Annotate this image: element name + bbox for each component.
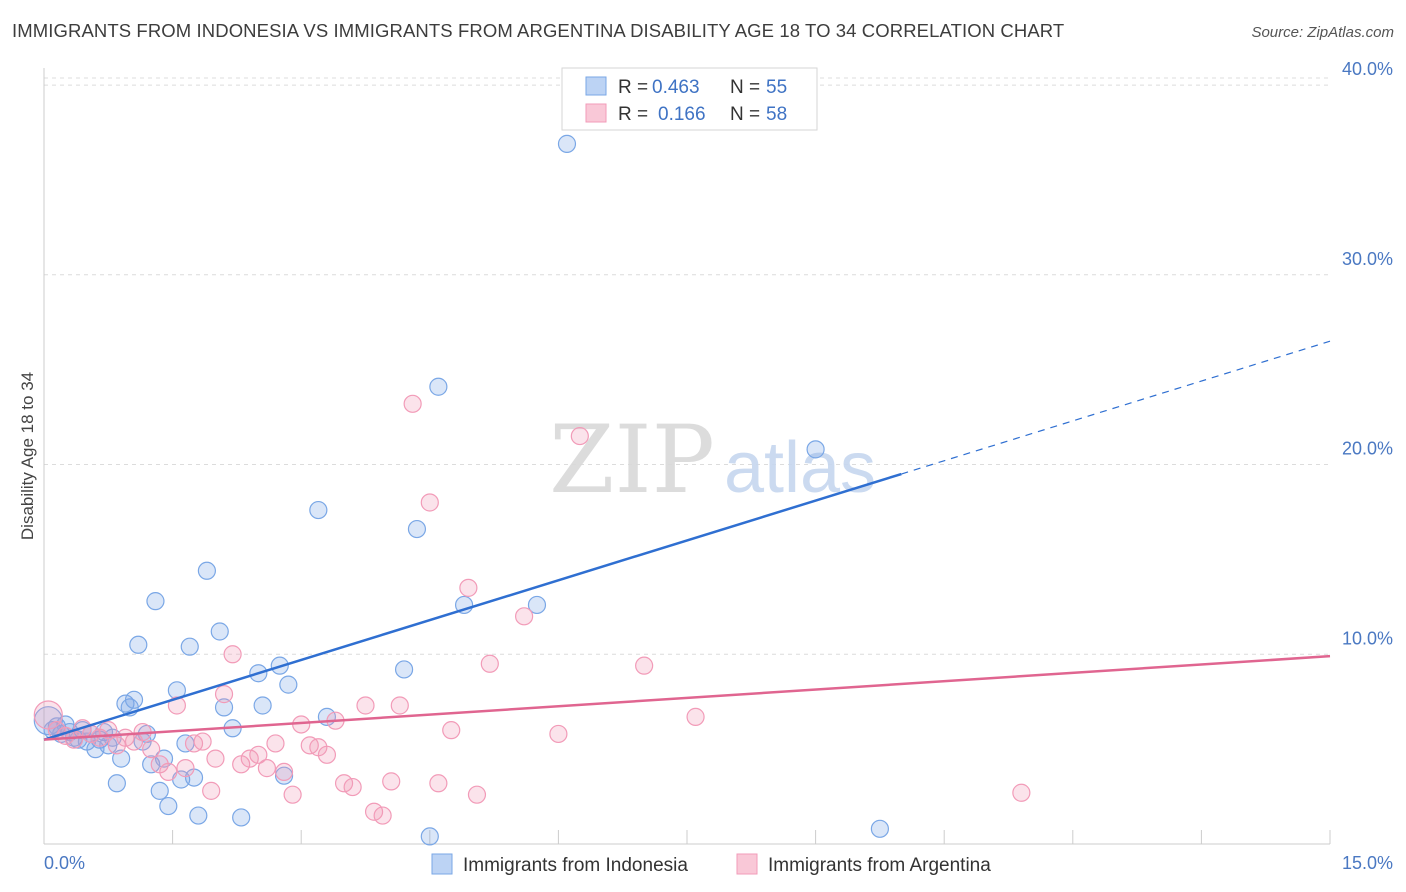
data-point xyxy=(129,635,148,654)
data-point xyxy=(214,685,234,704)
data-point xyxy=(394,660,414,679)
source-label: Source: ZipAtlas.com xyxy=(1251,24,1394,41)
bottom-legend-label-indonesia: Immigrants from Indonesia xyxy=(463,855,688,876)
chart-title: IMMIGRANTS FROM INDONESIA VS IMMIGRANTS … xyxy=(12,20,1065,41)
series-argentina-points xyxy=(33,394,1031,825)
data-point xyxy=(343,777,362,797)
data-point xyxy=(459,578,478,597)
data-point xyxy=(232,808,251,827)
legend-swatch-argentina xyxy=(585,103,607,123)
data-point xyxy=(570,426,589,446)
data-point xyxy=(240,749,259,768)
data-point xyxy=(420,827,439,846)
data-point xyxy=(180,637,199,656)
data-point xyxy=(189,806,208,825)
watermark: ZIP atlas xyxy=(549,406,876,515)
data-point xyxy=(279,675,298,694)
legend-n-label-indonesia: N = xyxy=(730,77,760,98)
data-point xyxy=(142,740,161,759)
data-point xyxy=(193,732,212,751)
y-tick-label: 10.0% xyxy=(1342,628,1393,648)
data-point xyxy=(334,774,354,793)
data-point xyxy=(176,759,195,778)
data-point xyxy=(420,493,439,512)
data-point xyxy=(382,772,401,791)
bottom-legend-swatch-indonesia xyxy=(431,853,453,875)
data-point xyxy=(870,819,890,838)
data-point xyxy=(1012,783,1031,802)
stats-legend: R = 0.463 N = 55 R = 0.166 N = 58 xyxy=(561,67,818,131)
data-point xyxy=(407,519,427,539)
data-point xyxy=(214,698,234,717)
series-legend: Immigrants from Indonesia Immigrants fro… xyxy=(431,853,991,876)
data-point xyxy=(197,561,216,580)
trend-line-indonesia xyxy=(43,472,902,741)
data-point xyxy=(480,654,499,673)
data-point xyxy=(442,721,461,740)
data-point xyxy=(373,806,392,825)
data-point xyxy=(527,595,547,615)
watermark-atlas: atlas xyxy=(724,428,876,508)
data-point xyxy=(283,785,302,804)
y-axis-title: Disability Age 18 to 34 xyxy=(18,372,37,540)
data-point xyxy=(429,377,448,396)
data-point xyxy=(635,656,654,675)
data-point xyxy=(223,645,242,664)
data-point xyxy=(274,762,294,782)
data-point xyxy=(557,134,577,153)
watermark-zip: ZIP xyxy=(549,406,715,515)
x-tick-label-min: 0.0% xyxy=(44,853,85,873)
data-point xyxy=(266,734,285,753)
y-tick-label: 30.0% xyxy=(1342,249,1393,269)
data-point xyxy=(317,745,337,764)
y-tick-label: 20.0% xyxy=(1342,439,1393,459)
data-point xyxy=(515,607,534,626)
data-point xyxy=(253,696,272,715)
data-point xyxy=(364,802,384,821)
data-point xyxy=(403,394,422,413)
data-point xyxy=(429,774,448,793)
data-point xyxy=(549,724,568,744)
bottom-legend-label-argentina: Immigrants from Argentina xyxy=(768,855,991,876)
axes xyxy=(43,68,1330,845)
data-point xyxy=(159,796,178,816)
data-point xyxy=(202,781,221,800)
legend-r-value-argentina: 0.166 xyxy=(658,104,706,125)
data-point xyxy=(210,622,229,641)
data-point xyxy=(309,500,328,520)
data-point xyxy=(686,707,705,726)
y-tick-label: 40.0% xyxy=(1342,59,1393,79)
legend-r-label-argentina: R = xyxy=(618,104,648,125)
data-point xyxy=(806,440,825,459)
legend-n-value-argentina: 58 xyxy=(766,104,787,125)
trend-line-argentina xyxy=(43,654,1331,741)
legend-n-value-indonesia: 55 xyxy=(766,77,787,98)
data-point xyxy=(159,762,178,782)
data-point xyxy=(146,592,165,611)
data-point xyxy=(107,774,126,793)
data-point xyxy=(124,690,144,709)
legend-n-label-argentina: N = xyxy=(730,104,760,125)
data-point xyxy=(257,759,277,778)
legend-r-label-indonesia: R = xyxy=(618,77,648,98)
data-point xyxy=(167,696,186,715)
legend-swatch-indonesia xyxy=(585,76,607,96)
data-point xyxy=(249,745,268,764)
data-point xyxy=(150,781,169,800)
data-point xyxy=(390,696,409,715)
x-tick-label-max: 15.0% xyxy=(1342,853,1393,873)
data-point xyxy=(467,785,487,804)
data-point xyxy=(206,749,225,768)
bottom-legend-swatch-argentina xyxy=(736,853,758,875)
data-point xyxy=(356,696,375,715)
legend-r-value-indonesia: 0.463 xyxy=(652,77,700,98)
trend-line-extension-indonesia xyxy=(901,340,1331,475)
